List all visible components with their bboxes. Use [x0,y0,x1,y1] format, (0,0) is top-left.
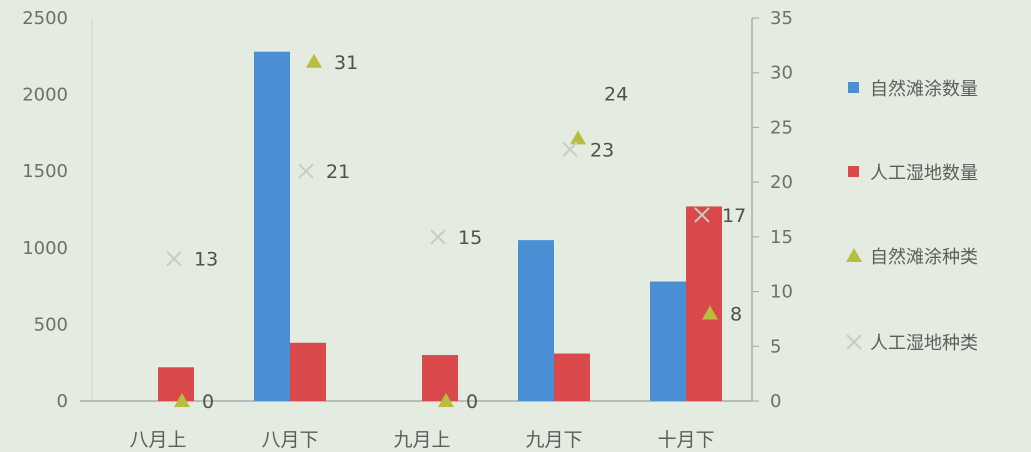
right-tick-label: 0 [770,391,781,412]
legend-swatch [848,166,859,177]
natural-species-label: 31 [334,52,358,74]
bar-natural-count [650,281,686,401]
bar-artificial-count [290,342,326,401]
left-tick-label: 2000 [22,85,68,106]
left-tick-label: 1000 [22,238,68,259]
bar-natural-count [518,240,554,401]
bar-artificial-count [158,367,194,401]
bar-series [158,51,722,401]
right-tick-label: 10 [770,282,793,303]
category-labels: 八月上 八月下 九月上 九月下 十月下 [129,429,714,451]
artificial-species-label: 13 [194,249,218,271]
bar-natural-count [254,51,290,401]
legend-swatch [846,334,862,350]
artificial-species-label: 15 [458,227,482,249]
left-tick-label: 2500 [22,8,68,29]
natural-species-label: 24 [604,83,628,105]
category-label: 八月上 [129,429,186,451]
artificial-species-marker [694,207,710,223]
category-label: 九月上 [393,429,450,451]
bar-artificial-count [554,353,590,401]
right-axis-ticks: 0 5 10 15 20 25 30 35 [752,8,793,412]
natural-species-label: 0 [466,391,478,413]
left-axis-ticks: 0 500 1000 1500 2000 2500 [22,8,68,412]
natural-species-marker [438,393,454,407]
artificial-species-marker [562,141,578,158]
artificial-species-label: 17 [722,205,746,227]
right-tick-label: 30 [770,63,793,84]
left-tick-label: 500 [34,314,68,335]
natural-species-marker [570,130,586,145]
natural-species-marker [174,393,190,407]
natural-species-marker [702,305,718,320]
legend-label: 人工湿地种类 [870,333,978,354]
category-label: 九月下 [525,429,582,451]
artificial-species-label: 21 [326,161,350,183]
right-tick-label: 5 [770,336,781,357]
artificial-species-label: 23 [590,139,614,161]
category-label: 八月下 [261,429,318,451]
right-tick-label: 15 [770,227,793,248]
artificial-species-marker [166,251,182,267]
left-tick-label: 1500 [22,161,68,182]
bar-artificial-count [422,355,458,401]
legend-swatch [846,248,862,262]
data-labels: 0 31 0 24 8 13 21 15 23 17 [194,52,746,413]
right-tick-label: 35 [770,8,793,29]
right-tick-label: 25 [770,117,793,138]
legend-swatch [848,82,859,93]
natural-species-label: 0 [202,391,214,413]
category-label: 十月下 [657,429,714,451]
bar-artificial-count [686,206,722,401]
artificial-species-marker [298,163,314,179]
artificial-species-marker [430,229,446,245]
right-tick-label: 20 [770,172,793,193]
natural-species-label: 8 [730,303,742,325]
legend-label: 自然滩涂数量 [870,79,978,100]
point-series [166,53,718,407]
left-tick-label: 0 [57,391,68,412]
natural-species-marker [306,53,322,68]
legend-label: 人工湿地数量 [870,163,978,184]
plot-area [92,18,752,401]
legend-label: 自然滩涂种类 [870,247,978,268]
